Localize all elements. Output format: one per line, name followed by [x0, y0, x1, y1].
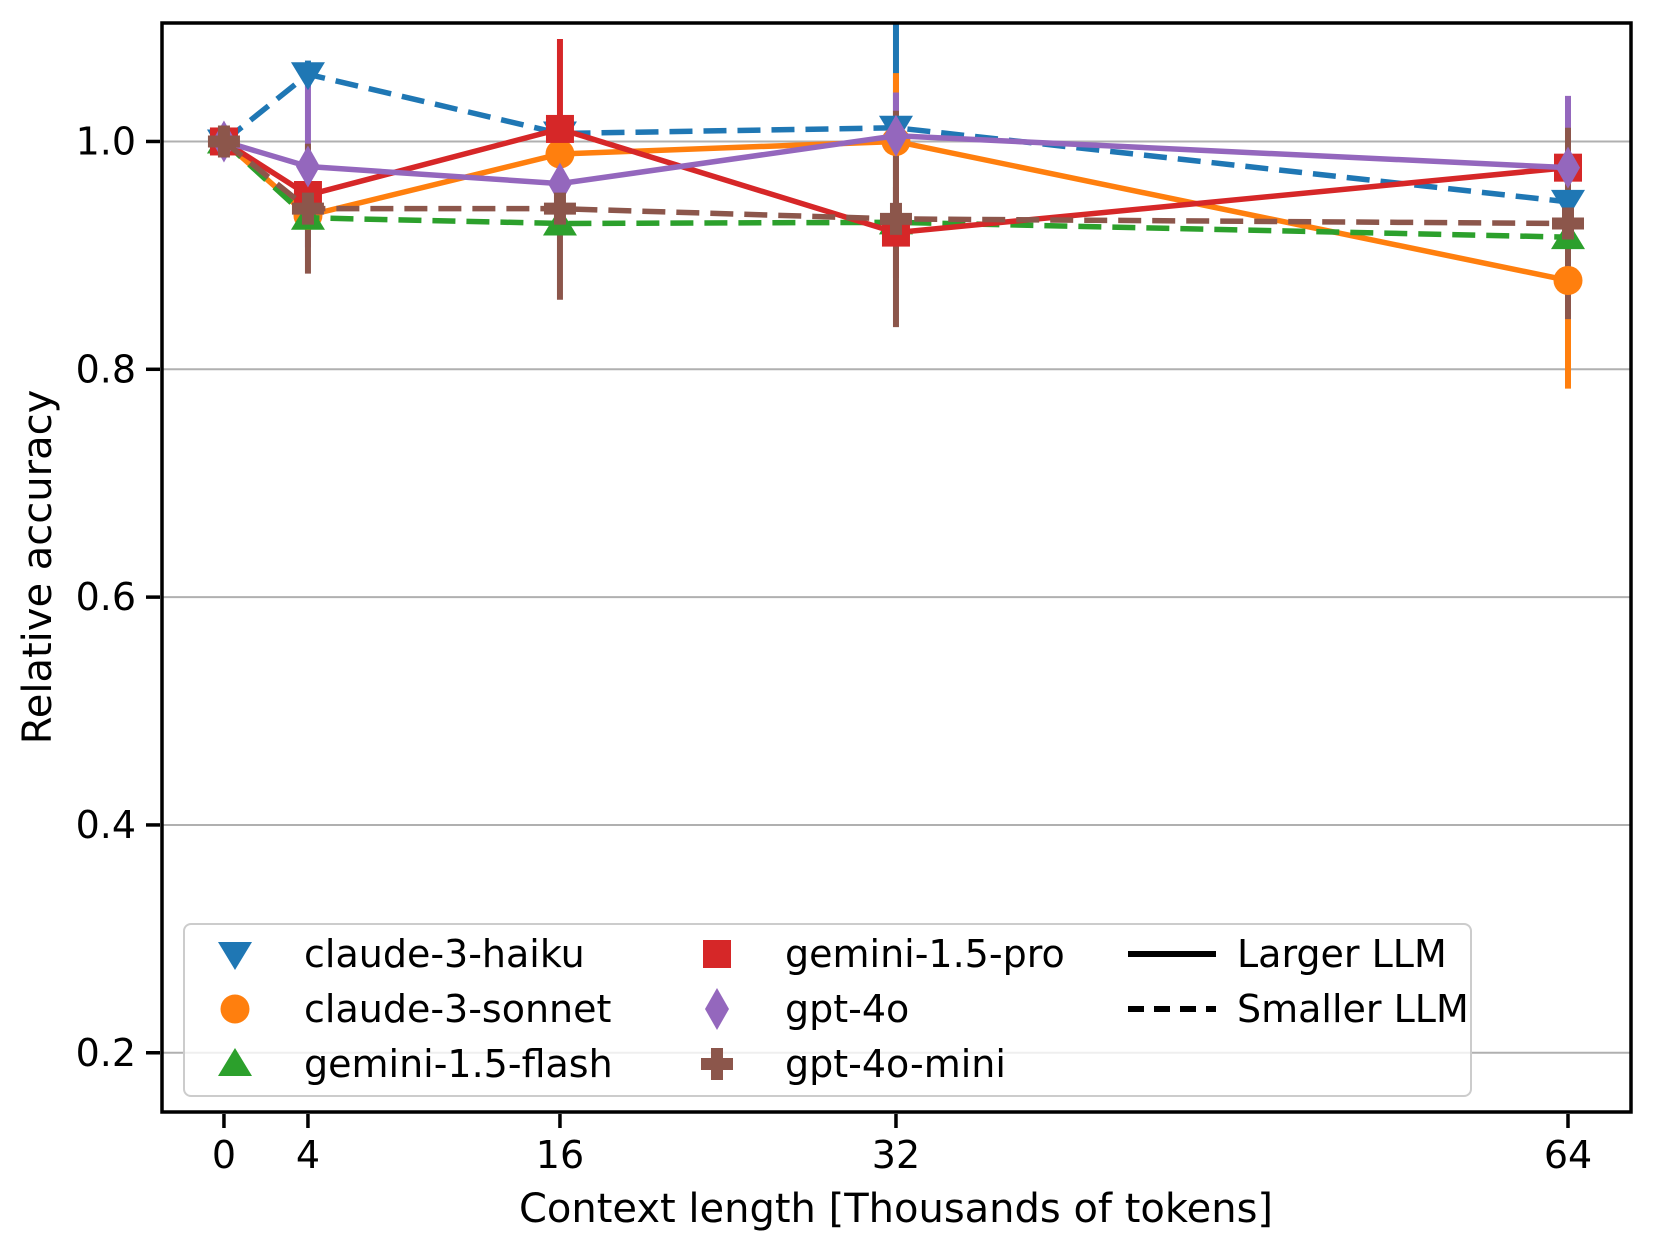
legend-item-smaller-llm: Smaller LLM — [1237, 987, 1469, 1031]
error-bars — [304, 23, 1571, 389]
legend-item-gpt-4o-mini: gpt-4o-mini — [785, 1042, 1006, 1086]
dashed-line-icon — [1128, 1006, 1216, 1012]
x-axis-label: Context length [Thousands of tokens] — [518, 1186, 1274, 1232]
legend-item-gemini-1.5-flash: gemini-1.5-flash — [304, 1042, 613, 1086]
legend: claude-3-haiku claude-3-sonnet gemini-1.… — [183, 923, 1472, 1097]
plot-border — [160, 21, 1633, 1114]
legend-item-claude-3-haiku: claude-3-haiku — [304, 932, 585, 976]
y-axis-label: Relative accuracy — [15, 389, 61, 745]
y-tick-label: 0.4 — [76, 803, 136, 847]
x-tick-label: 4 — [296, 1133, 320, 1177]
circle-icon — [220, 994, 250, 1024]
triangle-up-icon — [218, 1048, 252, 1076]
y-tick-label: 0.8 — [76, 347, 136, 391]
legend-item-gpt-4o: gpt-4o — [785, 987, 910, 1031]
legend-item-larger-llm: Larger LLM — [1237, 932, 1447, 976]
plus-icon — [701, 1048, 733, 1080]
series-gpt-4o — [211, 114, 1580, 205]
ticks: 0 4 16 32 64 0.2 0.4 0.6 0.8 1.0 — [76, 119, 1593, 1177]
y-tick-label: 0.2 — [76, 1031, 136, 1075]
x-tick-label: 64 — [1544, 1133, 1592, 1177]
series-gpt-4o-mini — [207, 125, 1584, 240]
legend-item-gemini-1.5-pro: gemini-1.5-pro — [785, 932, 1065, 976]
y-tick-label: 1.0 — [76, 119, 136, 163]
legend-item-claude-3-sonnet: claude-3-sonnet — [304, 987, 612, 1031]
triangle-down-icon — [218, 942, 252, 970]
x-tick-label: 32 — [872, 1133, 920, 1177]
x-tick-label: 0 — [212, 1133, 236, 1177]
x-tick-label: 16 — [536, 1133, 584, 1177]
diamond-icon — [705, 988, 729, 1030]
y-tick-label: 0.6 — [76, 575, 136, 619]
solid-line-icon — [1128, 951, 1216, 957]
square-icon — [703, 940, 731, 968]
